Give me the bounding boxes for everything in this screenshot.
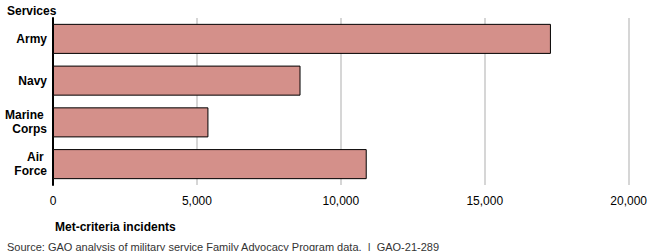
- svg-text:0: 0: [50, 194, 57, 208]
- svg-text:10,000: 10,000: [322, 194, 359, 208]
- svg-text:5,000: 5,000: [182, 194, 212, 208]
- svg-text:Met-criteria incidents: Met-criteria incidents: [55, 220, 176, 234]
- svg-text:Navy: Navy: [18, 74, 47, 88]
- svg-text:Marine: Marine: [5, 108, 47, 122]
- svg-text:20,000: 20,000: [610, 194, 647, 208]
- svg-text:Force: Force: [14, 164, 47, 178]
- svg-text:Services: Services: [7, 4, 57, 18]
- svg-text:Army: Army: [16, 32, 47, 46]
- svg-text:Air: Air: [27, 150, 47, 164]
- svg-text:15,000: 15,000: [466, 194, 503, 208]
- svg-text:Source: GAO analysis of milita: Source: GAO analysis of military service…: [7, 241, 439, 251]
- svg-text:Corps: Corps: [12, 122, 47, 136]
